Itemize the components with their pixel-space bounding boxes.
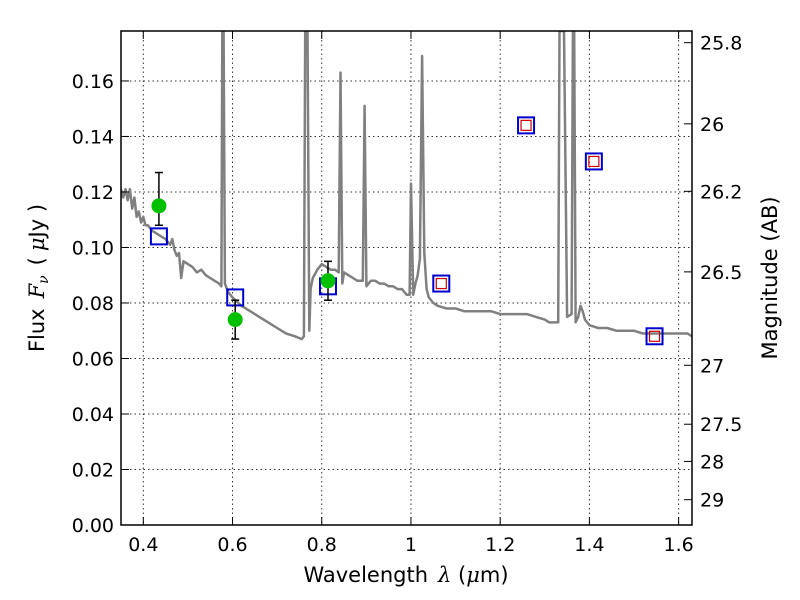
model-photometry-box-inner (588, 155, 600, 168)
y2-tick-label: 25.8 (700, 33, 742, 55)
y-tick-label: 0.06 (72, 348, 114, 370)
x-tick-label: 1.2 (485, 534, 515, 556)
y-tick-label: 0.02 (72, 459, 114, 481)
x-tick-label: 1.4 (574, 534, 604, 556)
y2-tick-label: 27 (700, 355, 724, 377)
y-axis-label: FluxFν(μJy ) (25, 204, 52, 352)
observed-flux-point (320, 273, 336, 289)
grid-lines (121, 31, 692, 525)
y-tick-label: 0.16 (72, 71, 114, 93)
y2-tick-label: 29 (700, 490, 724, 512)
model-photometry-box (584, 152, 603, 171)
x-tick-label: 1.6 (664, 534, 694, 556)
x-tick-label: 0.4 (128, 534, 158, 556)
x-tick-label: 0.6 (217, 534, 247, 556)
model-spectrum-line (121, 31, 692, 341)
data-points-layer (149, 116, 664, 346)
y-tick-label: 0.14 (72, 126, 114, 148)
y-tick-label: 0.10 (72, 237, 114, 259)
y-tick-label: 0.12 (72, 182, 114, 204)
y2-tick-label: 28 (700, 451, 724, 473)
y2-tick-label: 26.5 (700, 262, 742, 284)
x-tick-label: 1 (405, 534, 417, 556)
y-tick-label: 0.04 (72, 404, 114, 426)
model-photometry-box (432, 274, 451, 293)
x-axis-label: Wavelength λ (μm) (303, 563, 508, 587)
model-photometry-box (645, 327, 664, 346)
y2-tick-label: 27.5 (700, 414, 742, 436)
axis-ticks: 0.4 0.6 0.8 1 1.2 1.4 1.6 0.00 0.02 0.04 0.06 0.08 0… (72, 31, 742, 556)
model-spectrum-layer (121, 31, 692, 341)
y2-axis-label: Magnitude (AB) (758, 196, 782, 359)
observed-flux-point (151, 198, 167, 214)
y2-tick-label: 26 (700, 114, 724, 136)
y-tick-label: 0.08 (72, 293, 114, 315)
model-photometry-box (517, 116, 536, 135)
model-photometry-box-inner (648, 330, 661, 342)
plot-frame (120, 30, 693, 526)
model-photometry-box-inner (520, 119, 532, 131)
x-tick-label: 0.8 (307, 534, 337, 556)
model-photometry-box (149, 227, 168, 246)
y2-tick-label: 26.2 (700, 181, 742, 203)
y-tick-label: 0.00 (72, 515, 114, 537)
observed-flux-point (227, 312, 243, 328)
model-photometry-box-inner (435, 277, 447, 290)
